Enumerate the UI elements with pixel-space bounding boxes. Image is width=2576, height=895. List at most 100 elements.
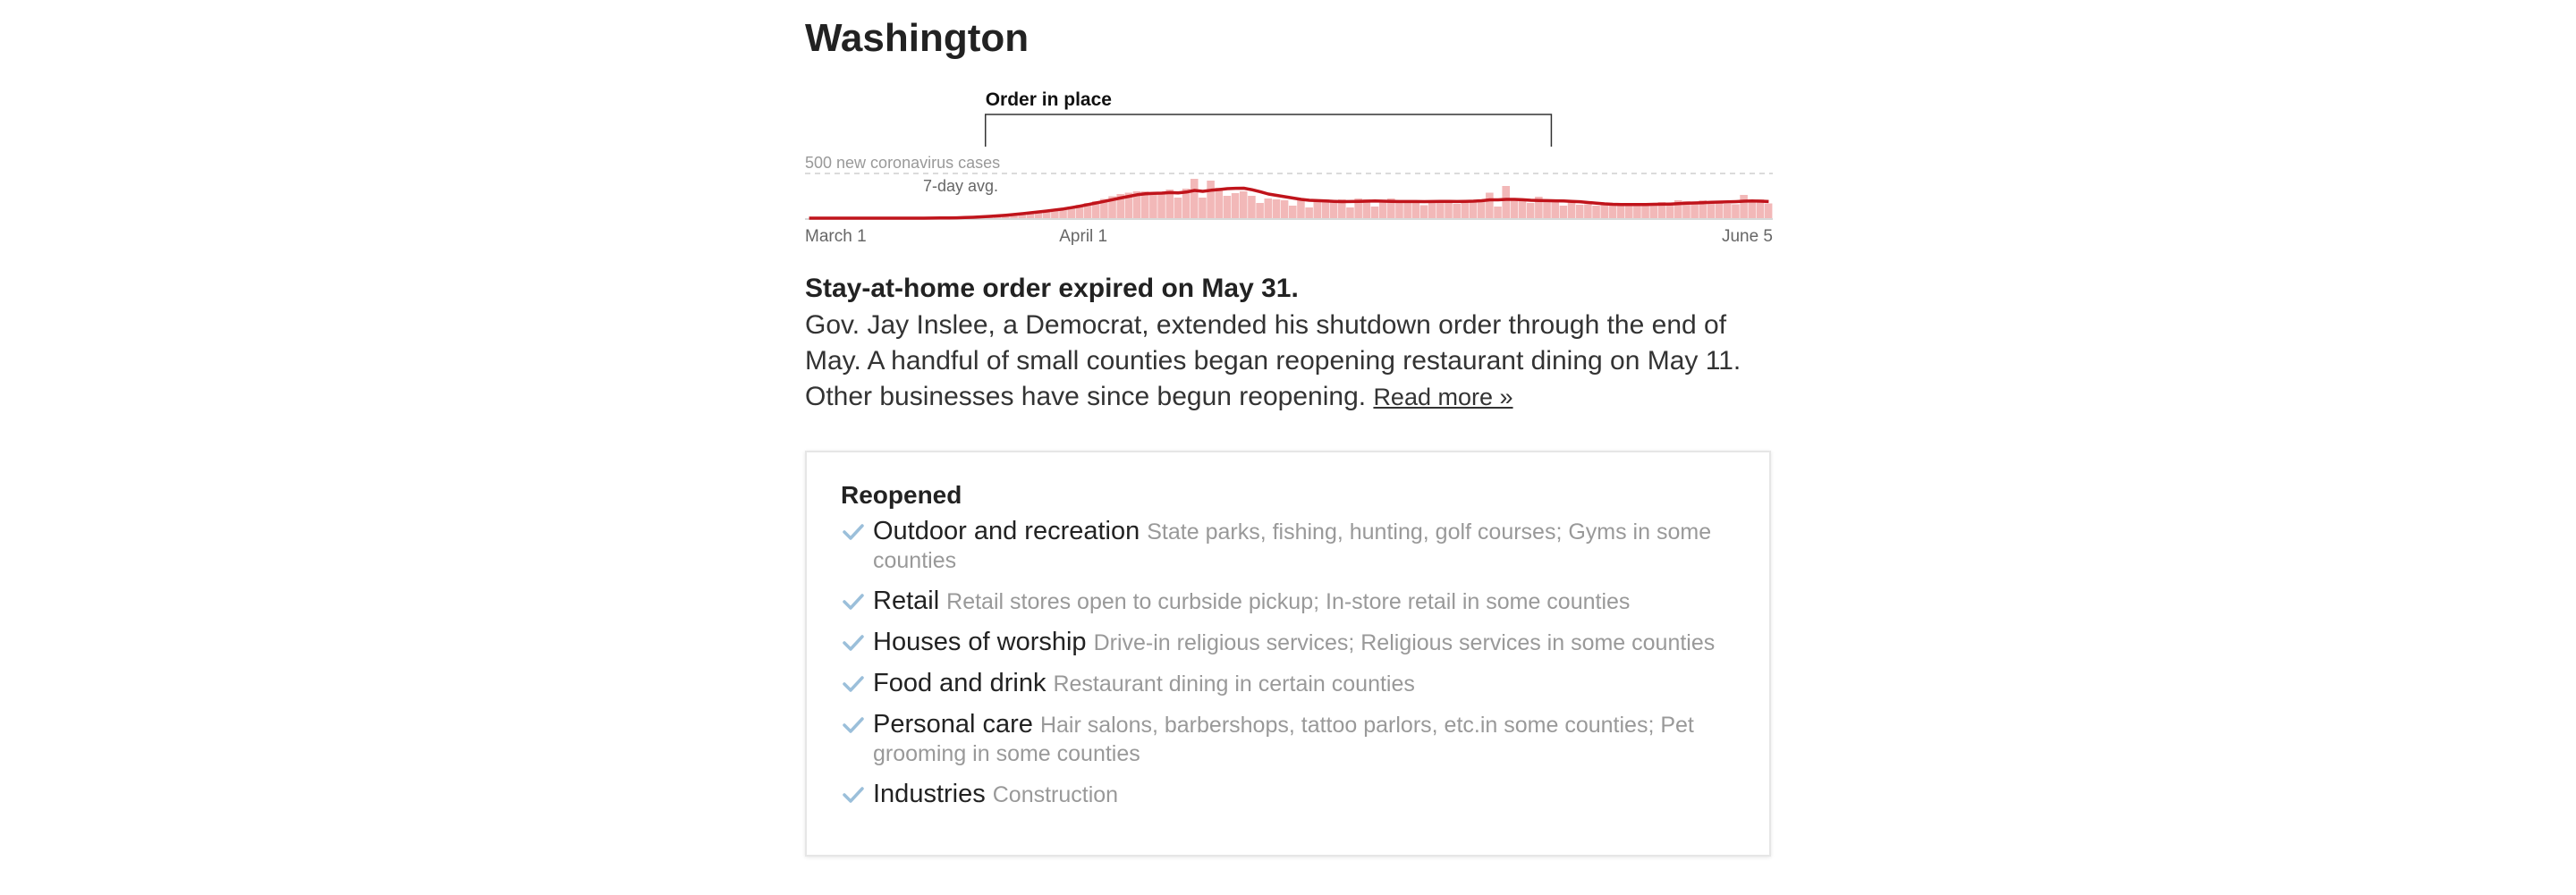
category-name: Outdoor and recreation [873, 517, 1140, 545]
daily-cases-bar [1445, 202, 1453, 218]
status-headline: Stay-at-home order expired on May 31. [805, 274, 1299, 303]
list-item: Industries Construction [841, 781, 1735, 811]
check-icon [843, 787, 864, 803]
daily-cases-bar [1132, 191, 1141, 218]
daily-cases-bar [1395, 203, 1403, 218]
daily-cases-bar [1633, 206, 1641, 218]
daily-cases-bar [1674, 200, 1682, 218]
daily-cases-bar [1510, 200, 1519, 218]
daily-cases-bar [1732, 204, 1740, 218]
daily-cases-bars [928, 179, 1773, 218]
daily-cases-bar [1091, 201, 1100, 218]
daily-cases-bar [1321, 199, 1330, 218]
check-icon [843, 635, 864, 651]
reference-label: 500 new coronavirus cases [805, 154, 1000, 172]
category-detail: Hair salons, barbershops, tattoo parlors… [873, 713, 1694, 766]
seven-day-average-label: 7-day avg. [923, 177, 998, 195]
list-item: Houses of worship Drive-in religious serv… [841, 629, 1735, 659]
daily-cases-bar [1346, 207, 1354, 218]
daily-cases-bar [1239, 191, 1248, 218]
daily-cases-bar [1149, 191, 1157, 218]
daily-cases-bar [1140, 191, 1149, 218]
daily-cases-bar [1354, 198, 1362, 218]
reopened-list: Outdoor and recreation State parks, fishi… [841, 519, 1735, 823]
category-name: Food and drink [873, 669, 1046, 697]
daily-cases-bar [1362, 199, 1371, 218]
daily-cases-bar [1657, 202, 1666, 218]
daily-cases-bar [1223, 196, 1232, 218]
daily-cases-bar [1690, 202, 1699, 218]
daily-cases-bar [1165, 190, 1174, 218]
daily-cases-bar [1575, 205, 1584, 218]
cases-chart: Order in place 500 new coronavirus cases… [805, 80, 1773, 259]
check-icon [843, 717, 864, 733]
daily-cases-bar [1387, 198, 1395, 218]
category-detail: Drive-in religious services; Religious s… [1093, 630, 1716, 655]
daily-cases-bar [1600, 205, 1609, 218]
daily-cases-bar [1403, 201, 1411, 218]
list-item: Personal care Hair salons, barbershops, t… [841, 712, 1735, 770]
daily-cases-bar [1559, 206, 1568, 218]
daily-cases-bar [1378, 201, 1387, 218]
check-icon [843, 676, 864, 692]
daily-cases-bar [1329, 202, 1338, 218]
category-name: Industries [873, 780, 986, 808]
order-in-place-label: Order in place [986, 89, 1112, 110]
cases-chart-svg: Order in place 500 new coronavirus cases… [805, 89, 1773, 246]
daily-cases-bar [1157, 192, 1165, 218]
daily-cases-bar [1370, 207, 1379, 218]
daily-cases-bar [1026, 212, 1035, 218]
daily-cases-bar [1338, 199, 1346, 218]
daily-cases-bar [1461, 202, 1470, 218]
read-more-link[interactable]: Read more » [1373, 384, 1513, 410]
daily-cases-bar [1535, 197, 1543, 218]
daily-cases-bar [1502, 186, 1510, 218]
daily-cases-bar [1083, 203, 1092, 218]
daily-cases-bar [1707, 202, 1716, 218]
daily-cases-bar [1231, 193, 1240, 218]
list-item: Retail Retail stores open to curbside pic… [841, 588, 1735, 618]
daily-cases-bar [1313, 202, 1322, 218]
daily-cases-bar [1018, 213, 1026, 218]
category-name: Houses of worship [873, 628, 1087, 656]
list-item: Outdoor and recreation State parks, fishi… [841, 519, 1735, 577]
daily-cases-bar [1010, 214, 1018, 218]
daily-cases-bar [1051, 209, 1059, 218]
daily-cases-bar [1428, 201, 1436, 218]
daily-cases-bar [1649, 203, 1658, 218]
list-item: Food and drink Restaurant dining in certa… [841, 671, 1735, 700]
check-icon [843, 594, 864, 610]
x-tick-label: March 1 [805, 227, 867, 246]
order-in-place-bracket [984, 114, 1553, 147]
daily-cases-bar [1665, 205, 1674, 218]
status-body-text: Gov. Jay Inslee, a Democrat, extended hi… [805, 310, 1741, 411]
x-tick-label: April 1 [1059, 227, 1107, 246]
daily-cases-bar [1248, 196, 1256, 218]
daily-cases-bar [1034, 211, 1043, 218]
daily-cases-bar [1624, 206, 1633, 218]
category-name: Retail [873, 587, 940, 615]
daily-cases-bar [1486, 192, 1494, 218]
daily-cases-bar [1280, 200, 1289, 218]
daily-cases-bar [1518, 199, 1527, 218]
daily-cases-bar [1477, 200, 1486, 218]
daily-cases-bar [1059, 207, 1067, 218]
daily-cases-bar [1756, 199, 1765, 218]
daily-cases-bar [1419, 205, 1428, 218]
daily-cases-bar [1305, 207, 1313, 218]
daily-cases-bar [1190, 179, 1199, 218]
daily-cases-bar [1715, 203, 1724, 218]
daily-cases-bar [1608, 204, 1617, 218]
daily-cases-bar [1289, 206, 1297, 218]
daily-cases-bar [1616, 204, 1625, 218]
daily-cases-bar [1264, 198, 1273, 218]
daily-cases-bar [1748, 200, 1757, 218]
daily-cases-bar [1567, 202, 1576, 218]
daily-cases-bar [1124, 192, 1133, 218]
daily-cases-bar [1067, 207, 1075, 218]
daily-cases-bar [1584, 204, 1592, 218]
x-tick-label: June 5 [1722, 227, 1773, 246]
daily-cases-bar [1182, 189, 1191, 218]
category-detail: Retail stores open to curbside pickup; I… [946, 589, 1631, 614]
category-detail: State parks, fishing, hunting, golf cour… [873, 519, 1712, 573]
